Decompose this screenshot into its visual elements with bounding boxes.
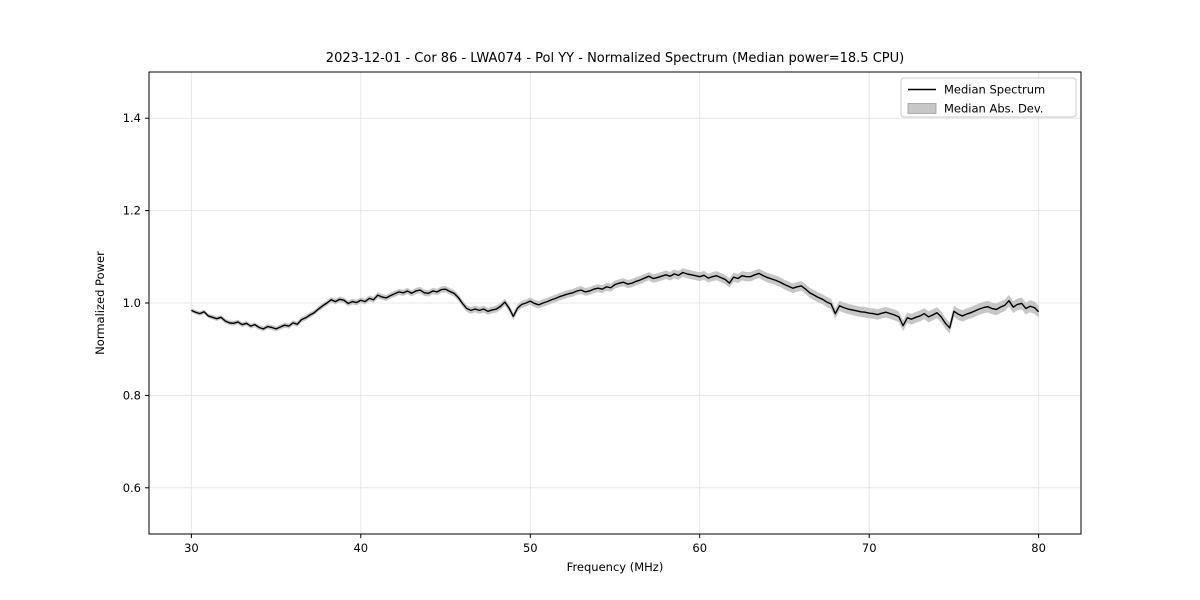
x-axis-label: Frequency (MHz) (567, 560, 664, 574)
axis-ticks: 30 40 50 60 70 80 0.6 0.8 1.0 1.2 1.4 (123, 111, 1046, 555)
y-tick-label: 1.0 (123, 296, 141, 310)
median-spectrum-line (191, 271, 1040, 330)
legend-entry-median-abs-dev: Median Abs. Dev. (944, 102, 1043, 116)
x-tick-label: 40 (353, 541, 368, 555)
x-tick-label: 80 (1031, 541, 1046, 555)
y-tick-label: 1.4 (123, 111, 141, 125)
y-tick-label: 0.6 (123, 481, 141, 495)
y-tick-label: 1.2 (123, 204, 141, 218)
mad-band (191, 268, 1039, 334)
gridlines (149, 72, 1081, 534)
x-tick-label: 70 (862, 541, 877, 555)
y-axis-label: Normalized Power (93, 251, 107, 355)
chart-title: 2023-12-01 - Cor 86 - LWA074 - Pol YY - … (326, 51, 904, 66)
y-tick-label: 0.8 (123, 388, 141, 402)
legend: Median Spectrum Median Abs. Dev. (900, 77, 1077, 118)
x-tick-label: 50 (523, 541, 538, 555)
legend-band-swatch (907, 103, 937, 114)
legend-frame (900, 77, 1077, 118)
x-tick-label: 60 (692, 541, 707, 555)
legend-entry-median-spectrum: Median Spectrum (944, 83, 1045, 97)
plot-data (191, 268, 1040, 334)
x-tick-label: 30 (184, 541, 199, 555)
